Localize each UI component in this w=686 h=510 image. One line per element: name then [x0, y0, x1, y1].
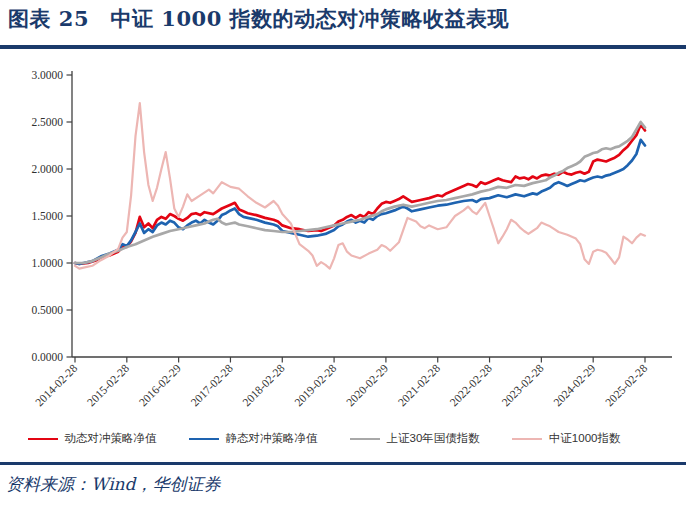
series-line-2 [75, 140, 645, 264]
legend-item-1: 动态对冲策略净值 [28, 431, 157, 446]
legend-item-4: 中证1000指数 [512, 431, 621, 446]
x-axis-tick-label: 2019-02-28 [292, 362, 339, 409]
legend-item-2: 静态对冲策略净值 [189, 431, 318, 446]
series-line-3 [75, 122, 645, 263]
legend-label: 动态对冲策略净值 [65, 431, 157, 446]
y-axis-tick-label: 2.5000 [31, 116, 63, 128]
legend-label: 静态对冲策略净值 [226, 431, 318, 446]
x-axis-tick-label: 2020-02-29 [344, 362, 391, 409]
y-axis-tick-label: 0.5000 [31, 304, 63, 316]
legend-swatch-icon [350, 438, 380, 440]
chart-legend: 动态对冲策略净值 静态对冲策略净值 上证30年国债指数 中证1000指数 [0, 431, 648, 446]
x-axis-tick-label: 2024-02-29 [551, 362, 598, 409]
x-axis-tick-label: 2021-02-28 [396, 362, 443, 409]
x-axis-tick-label: 2016-02-29 [137, 362, 184, 409]
footer-divider [0, 462, 686, 465]
x-axis-tick-label: 2015-02-28 [85, 362, 132, 409]
legend-swatch-icon [512, 438, 542, 440]
report-figure: 图表 25 中证 1000 指数的动态对冲策略收益表现 0.00000.5000… [0, 0, 686, 510]
y-axis-tick-label: 0.0000 [31, 351, 63, 363]
x-axis-tick-label: 2025-02-28 [603, 362, 650, 409]
x-axis-tick-label: 2014-02-28 [33, 362, 80, 409]
legend-item-3: 上证30年国债指数 [350, 431, 480, 446]
source-note: 资料来源：Wind，华创证券 [6, 473, 220, 496]
x-axis-tick-label: 2023-02-28 [499, 362, 546, 409]
legend-swatch-icon [189, 438, 219, 440]
y-axis-tick-label: 1.5000 [31, 210, 63, 222]
x-axis-tick-label: 2022-02-28 [448, 362, 495, 409]
legend-label: 中证1000指数 [549, 431, 621, 446]
series-line-4 [75, 103, 645, 268]
y-axis-tick-label: 3.0000 [31, 69, 63, 81]
y-axis-tick-label: 1.0000 [31, 257, 63, 269]
x-axis-tick-label: 2018-02-28 [240, 362, 287, 409]
series-line-1 [75, 125, 645, 264]
y-axis-tick-label: 2.0000 [31, 163, 63, 175]
legend-swatch-icon [28, 438, 58, 440]
x-axis-tick-label: 2017-02-28 [188, 362, 235, 409]
legend-label: 上证30年国债指数 [387, 431, 480, 446]
line-chart: 0.0000 0.5000 1.0000 1.5000 2.0000 2.5000 3.00… [0, 0, 686, 424]
